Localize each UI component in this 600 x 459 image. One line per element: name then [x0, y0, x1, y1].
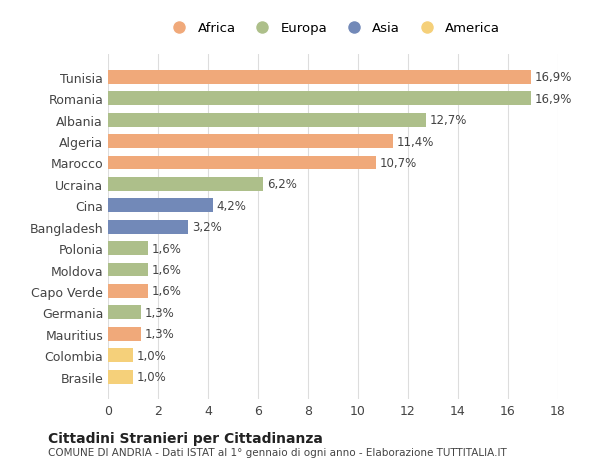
Text: 1,3%: 1,3%: [144, 328, 174, 341]
Bar: [108, 71, 530, 84]
Text: 11,4%: 11,4%: [397, 135, 434, 148]
Text: 1,0%: 1,0%: [137, 370, 167, 383]
Bar: [108, 178, 263, 191]
Bar: [108, 263, 148, 277]
Text: 1,3%: 1,3%: [144, 306, 174, 319]
Bar: [108, 306, 140, 319]
Text: 3,2%: 3,2%: [192, 221, 221, 234]
Text: 1,0%: 1,0%: [137, 349, 167, 362]
Bar: [108, 92, 530, 106]
Bar: [108, 135, 393, 149]
Text: 6,2%: 6,2%: [267, 178, 296, 191]
Bar: [108, 199, 213, 213]
Text: 1,6%: 1,6%: [152, 242, 182, 255]
Text: 12,7%: 12,7%: [429, 114, 467, 127]
Text: 1,6%: 1,6%: [152, 285, 182, 298]
Text: COMUNE DI ANDRIA - Dati ISTAT al 1° gennaio di ogni anno - Elaborazione TUTTITAL: COMUNE DI ANDRIA - Dati ISTAT al 1° genn…: [48, 448, 507, 458]
Bar: [108, 327, 140, 341]
Text: 1,6%: 1,6%: [152, 263, 182, 276]
Text: Cittadini Stranieri per Cittadinanza: Cittadini Stranieri per Cittadinanza: [48, 431, 323, 445]
Bar: [108, 220, 188, 234]
Text: 10,7%: 10,7%: [379, 157, 416, 170]
Text: 16,9%: 16,9%: [534, 93, 572, 106]
Bar: [108, 113, 425, 127]
Text: 4,2%: 4,2%: [217, 199, 247, 213]
Legend: Africa, Europa, Asia, America: Africa, Europa, Asia, America: [161, 17, 505, 40]
Bar: [108, 348, 133, 362]
Text: 16,9%: 16,9%: [534, 71, 572, 84]
Bar: [108, 284, 148, 298]
Bar: [108, 156, 376, 170]
Bar: [108, 370, 133, 384]
Bar: [108, 241, 148, 256]
